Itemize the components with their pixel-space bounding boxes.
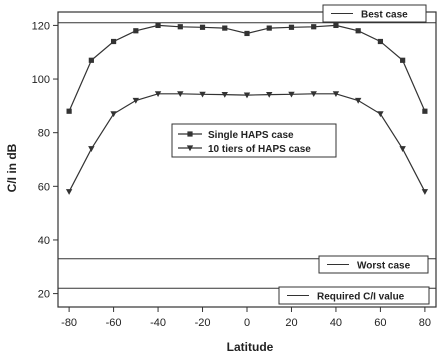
data-point-square — [66, 108, 72, 114]
data-point-square — [311, 24, 317, 30]
x-tick-label: -40 — [150, 317, 166, 329]
data-point-triangle — [177, 91, 184, 97]
legend-best-case-label: Best case — [361, 10, 408, 21]
series-legend-frame — [171, 123, 337, 158]
x-tick-label: 60 — [374, 317, 386, 329]
data-point-square — [288, 24, 295, 30]
y-tick-label: 40 — [38, 235, 50, 247]
data-point-triangle — [288, 91, 295, 98]
data-point-triangle — [88, 146, 95, 152]
data-point-triangle — [310, 91, 317, 97]
y-tick-label: 80 — [38, 128, 50, 140]
x-tick-label: 0 — [244, 317, 250, 329]
y-tick-label: 60 — [38, 181, 50, 193]
data-point-square — [333, 22, 339, 29]
data-point-square — [88, 57, 94, 63]
data-point-triangle — [154, 91, 162, 97]
data-point-triangle — [132, 97, 140, 104]
data-point-triangle — [377, 111, 384, 118]
data-point-square — [133, 28, 139, 34]
data-point-triangle — [399, 146, 406, 152]
data-point-triangle — [332, 91, 340, 97]
legend-best-case: Best case — [322, 4, 427, 23]
y-tick-label: 120 — [32, 20, 50, 32]
data-point-triangle — [266, 92, 273, 98]
data-point-square — [177, 24, 183, 30]
legend-required-ci-label: Required C/I value — [317, 292, 405, 303]
data-point-square — [422, 108, 428, 114]
legend-label-1: 10 tiers of HAPS case — [208, 144, 311, 155]
y-tick-label: 20 — [38, 289, 50, 301]
legend-marker-triangle — [186, 145, 194, 152]
x-tick-label: -20 — [195, 317, 211, 329]
legend-best-case-frame — [322, 4, 427, 23]
x-axis-title: Latitude — [227, 340, 274, 354]
y-axis-title: C/I in dB — [5, 143, 19, 192]
x-tick-label: 80 — [419, 317, 431, 329]
data-point-square — [377, 38, 384, 45]
legend-marker-square — [187, 131, 193, 137]
data-point-triangle — [421, 189, 429, 195]
data-point-square — [244, 30, 250, 37]
legend-required-ci-frame — [278, 286, 430, 305]
legend-worst-case-label: Worst case — [357, 261, 411, 272]
legend-worst-case: Worst case — [318, 255, 429, 274]
legend-worst-case-frame — [318, 255, 429, 274]
x-tick-label: 40 — [330, 317, 342, 329]
data-point-square — [222, 25, 228, 31]
data-point-triangle — [243, 92, 251, 99]
legend-label-0: Single HAPS case — [208, 130, 294, 141]
data-point-triangle — [354, 97, 362, 104]
data-point-square — [155, 22, 161, 29]
x-tick-label: -80 — [61, 317, 77, 329]
x-tick-label: -60 — [106, 317, 122, 329]
data-point-square — [400, 57, 406, 63]
data-point-triangle — [199, 91, 206, 98]
data-point-square — [355, 28, 361, 34]
data-point-square — [110, 38, 117, 45]
data-point-triangle — [221, 92, 228, 98]
data-point-square — [199, 24, 206, 30]
y-tick-label: 100 — [32, 74, 50, 86]
data-point-square — [266, 25, 272, 31]
series-legend: Single HAPS case 10 tiers of HAPS case — [171, 123, 337, 158]
data-point-triangle — [110, 111, 117, 118]
data-point-triangle — [65, 189, 73, 195]
legend-required-ci: Required C/I value — [278, 286, 430, 305]
x-tick-label: 20 — [285, 317, 297, 329]
